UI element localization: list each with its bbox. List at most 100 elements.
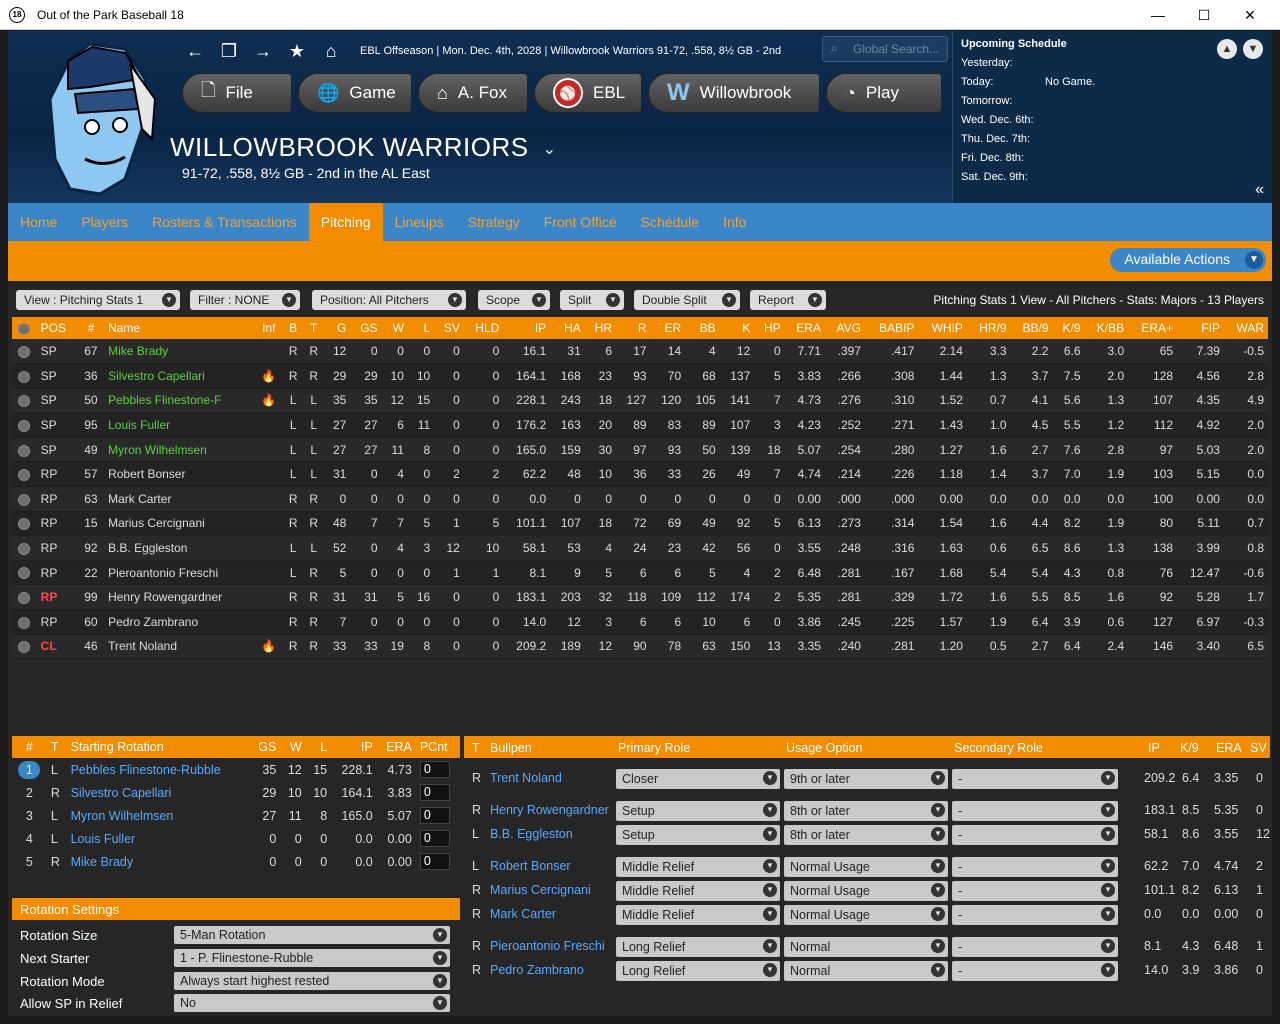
- cell-name[interactable]: Robert Bonser: [104, 461, 255, 488]
- row-select-radio[interactable]: [12, 461, 37, 488]
- split-dropdown[interactable]: Split ▼: [560, 290, 624, 310]
- col-header-k[interactable]: K: [719, 317, 755, 339]
- filter-dropdown[interactable]: Filter : NONE ▼: [190, 290, 300, 310]
- select-all-radio[interactable]: [12, 317, 37, 339]
- col-header-hr9[interactable]: HR/9: [966, 317, 1011, 339]
- maximize-button[interactable]: ☐: [1197, 7, 1211, 23]
- col-header-whip[interactable]: WHIP: [918, 317, 967, 339]
- secondary-role-select[interactable]: - ▼: [952, 857, 1118, 877]
- bullpen-row[interactable]: R Marius Cercignani Middle Relief ▼ Normal U…: [464, 880, 1270, 902]
- bullpen-pitcher-link[interactable]: Mark Carter: [490, 907, 556, 921]
- usage-option-select[interactable]: Normal Usage ▼: [784, 857, 948, 877]
- allow-sp-relief-select[interactable]: No ▼: [174, 994, 450, 1012]
- usage-option-select[interactable]: 8th or later ▼: [784, 801, 948, 821]
- cell-name[interactable]: Silvestro Capellari: [104, 363, 255, 389]
- player-row[interactable]: RP 15 Marius Cercignani R R 48 7 7 5 1 5 101.1 107 18…: [12, 511, 1268, 537]
- row-select-radio[interactable]: [12, 339, 37, 365]
- row-select-radio[interactable]: [12, 634, 37, 660]
- tab-info[interactable]: Info: [723, 214, 747, 230]
- cell-name[interactable]: Silvestro Capellari: [66, 781, 251, 804]
- bullpen-pitcher-link[interactable]: Robert Bonser: [490, 859, 571, 873]
- cell-name[interactable]: Mark Carter: [104, 486, 255, 512]
- secondary-role-select[interactable]: - ▼: [952, 801, 1118, 821]
- scope-dropdown[interactable]: Scope ▼: [478, 290, 550, 310]
- primary-role-select[interactable]: Middle Relief ▼: [616, 905, 780, 925]
- bullpen-row[interactable]: R Mark Carter Middle Relief ▼ Normal Usage ▼ -…: [464, 904, 1270, 926]
- col-header-k9[interactable]: K/9: [1052, 317, 1085, 339]
- usage-option-select[interactable]: Normal Usage ▼: [784, 905, 948, 925]
- row-select-radio[interactable]: [12, 437, 37, 463]
- tab-lineups[interactable]: Lineups: [394, 214, 444, 230]
- menu-team-button[interactable]: W Willowbrook: [648, 73, 820, 113]
- usage-option-select[interactable]: Normal ▼: [784, 937, 948, 957]
- cell-pcnt[interactable]: 0: [415, 758, 460, 781]
- col-header-inf[interactable]: Inf: [254, 317, 283, 339]
- cell-name[interactable]: B.B. Eggleston: [104, 535, 255, 561]
- primary-role-select[interactable]: Closer ▼: [616, 769, 780, 789]
- col-header-name[interactable]: Name: [104, 317, 255, 339]
- cell-name[interactable]: Louis Fuller: [104, 412, 255, 438]
- home-icon[interactable]: ⌂: [325, 40, 337, 61]
- col-header-war[interactable]: WAR: [1223, 317, 1268, 339]
- col-header-er[interactable]: ER: [650, 317, 686, 339]
- col-header-fip[interactable]: FIP: [1177, 317, 1224, 339]
- cell-name[interactable]: Mike Brady: [66, 850, 251, 873]
- rotation-row[interactable]: 2 R Silvestro Capellari 29 10 10 164.1 3.83 0: [12, 781, 460, 804]
- menu-league-button[interactable]: ⚾ EBL: [534, 73, 642, 113]
- col-header-pos[interactable]: POS: [36, 317, 78, 339]
- rotation-row[interactable]: 3 L Myron Wilhelmsen 27 11 8 165.0 5.07 0: [12, 804, 460, 827]
- bullpen-pitcher-link[interactable]: Henry Rowengardner: [490, 803, 609, 817]
- bullpen-row[interactable]: R Henry Rowengardner Setup ▼ 8th or later ▼ - ▼…: [464, 800, 1270, 822]
- collapse-icon[interactable]: «: [1255, 181, 1264, 198]
- view-dropdown[interactable]: View : Pitching Stats 1 ▼: [16, 290, 180, 310]
- col-header-gs[interactable]: GS: [350, 317, 382, 339]
- usage-option-select[interactable]: Normal Usage ▼: [784, 881, 948, 901]
- player-row[interactable]: RP 60 Pedro Zambrano R R 7 0 0 0 0 0 14.0 12 3 6 6 10 6 0 3…: [12, 609, 1268, 635]
- col-header-b[interactable]: B: [282, 317, 304, 339]
- col-header-l[interactable]: L: [407, 317, 435, 339]
- secondary-role-select[interactable]: - ▼: [952, 937, 1118, 957]
- col-header-babip[interactable]: BABIP: [864, 317, 919, 339]
- tab-players[interactable]: Players: [81, 214, 129, 230]
- cell-name[interactable]: Mike Brady: [104, 339, 255, 365]
- bullpen-row[interactable]: R Trent Noland Closer ▼ 9th or later ▼ - ▼ 209.2…: [464, 768, 1270, 790]
- row-select-radio[interactable]: [12, 560, 37, 586]
- col-header-t[interactable]: T: [303, 317, 324, 339]
- rotation-row[interactable]: 4 L Louis Fuller 0 0 0 0.0 0.00 0: [12, 827, 460, 850]
- tab-home[interactable]: Home: [20, 214, 58, 230]
- global-search-input[interactable]: ⌕ Global Search...: [822, 36, 948, 62]
- cell-name[interactable]: Myron Wilhelmsen: [66, 804, 251, 827]
- tab-front-office[interactable]: Front Office: [543, 214, 617, 230]
- bullpen-row[interactable]: R Pedro Zambrano Long Relief ▼ Normal ▼ - ▼ 14.0…: [464, 960, 1270, 982]
- primary-role-select[interactable]: Middle Relief ▼: [616, 857, 780, 877]
- bullpen-pitcher-link[interactable]: Marius Cercignani: [490, 883, 591, 897]
- row-select-radio[interactable]: [12, 486, 37, 512]
- row-select-radio[interactable]: [12, 609, 37, 635]
- col-header-hr[interactable]: HR: [584, 317, 616, 339]
- row-select-radio[interactable]: [12, 363, 37, 389]
- rotation-row[interactable]: 1 L Pebbles Flinestone-Rubble 35 12 15 228.1 4.…: [12, 758, 460, 781]
- player-row[interactable]: SP 49 Myron Wilhelmsen L L 27 27 11 8 0 0 165.0 159 3…: [12, 437, 1268, 463]
- tab-pitching[interactable]: Pitching: [308, 203, 383, 241]
- secondary-role-select[interactable]: - ▼: [952, 961, 1118, 981]
- forward-icon[interactable]: →: [254, 40, 272, 61]
- minimize-button[interactable]: —: [1151, 7, 1165, 23]
- primary-role-select[interactable]: Setup ▼: [616, 801, 780, 821]
- cell-pcnt[interactable]: 0: [415, 781, 460, 804]
- col-header-eraplus[interactable]: ERA+: [1128, 317, 1178, 339]
- double-split-dropdown[interactable]: Double Split ▼: [634, 290, 740, 310]
- bullpen-pitcher-link[interactable]: Pedro Zambrano: [490, 963, 584, 977]
- cell-name[interactable]: Pedro Zambrano: [104, 609, 255, 635]
- secondary-role-select[interactable]: - ▼: [952, 769, 1118, 789]
- player-row[interactable]: RP 92 B.B. Eggleston L L 52 0 4 3 12 10 58.1 53 4 24 23…: [12, 535, 1268, 561]
- row-select-radio[interactable]: [12, 412, 37, 438]
- primary-role-select[interactable]: Long Relief ▼: [616, 961, 780, 981]
- col-header-sv[interactable]: SV: [434, 317, 464, 339]
- bullpen-row[interactable]: L B.B. Eggleston Setup ▼ 8th or later ▼ - ▼ 58.1…: [464, 824, 1270, 846]
- bullpen-row[interactable]: L Robert Bonser Middle Relief ▼ Normal Usage…: [464, 856, 1270, 878]
- primary-role-select[interactable]: Long Relief ▼: [616, 937, 780, 957]
- rotation-mode-select[interactable]: Always start highest rested ▼: [174, 972, 450, 990]
- player-row[interactable]: SP 67 Mike Brady R R 12 0 0 0 0 0 16.1 31 6 17 14 4 12 0 7.…: [12, 339, 1268, 365]
- col-header-w[interactable]: W: [381, 317, 408, 339]
- row-select-radio[interactable]: [12, 584, 37, 611]
